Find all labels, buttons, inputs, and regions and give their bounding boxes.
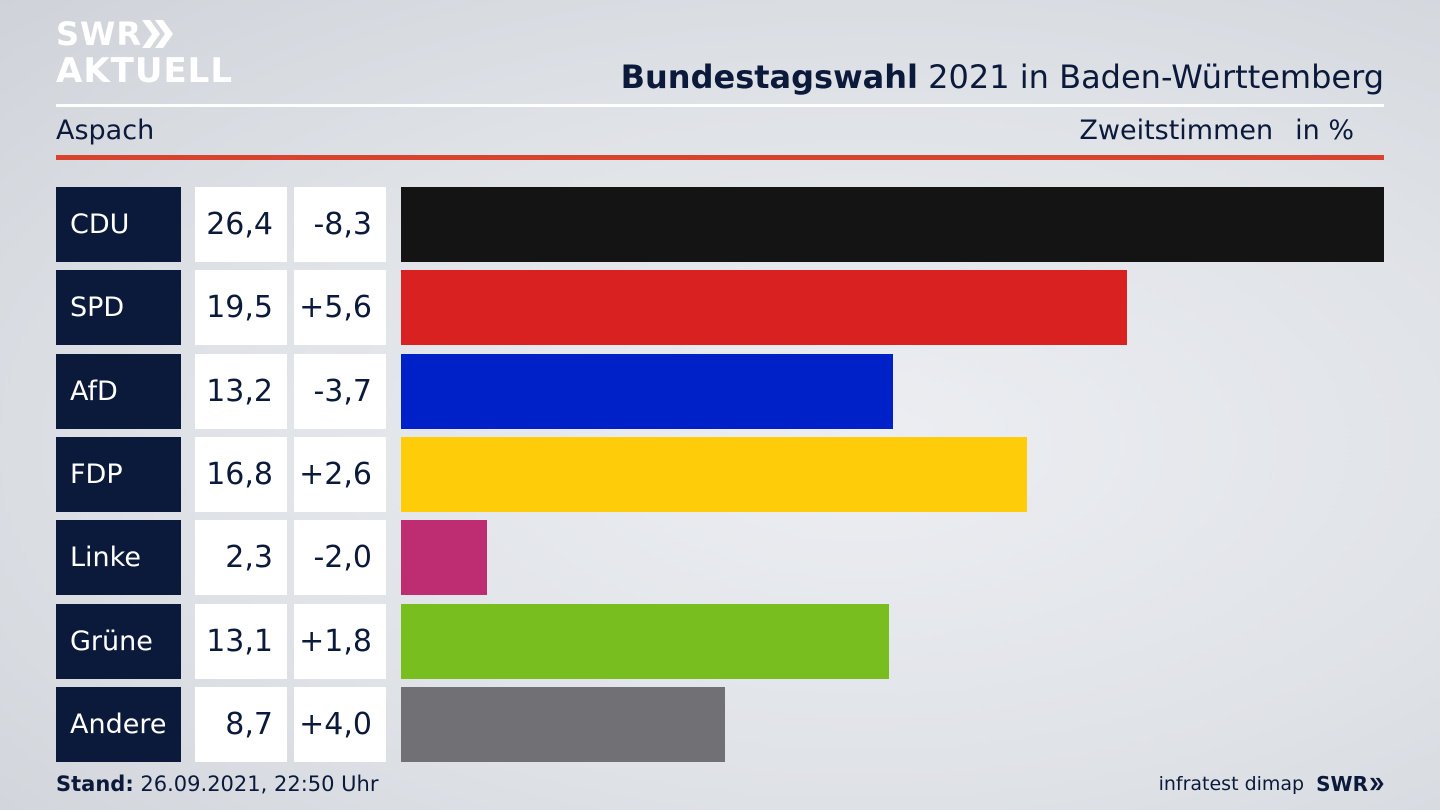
chart-title: Bundestagswahl 2021 in Baden-Württemberg — [621, 58, 1384, 96]
title-bold: Bundestagswahl — [620, 58, 918, 96]
swr-aktuell-logo: SWR AKTUELL — [56, 15, 234, 92]
vote-change-value: -8,3 — [294, 187, 386, 262]
vote-change-value: +2,6 — [294, 436, 386, 512]
vote-share-bar — [401, 520, 487, 596]
vote-share-value: 19,5 — [195, 270, 287, 346]
vote-share-value: 8,7 — [195, 686, 287, 762]
measure-label: Zweitstimmen in % — [1079, 115, 1354, 146]
double-chevron-icon — [1370, 777, 1384, 791]
vote-change-value: +1,8 — [294, 603, 386, 679]
vote-change-value: +5,6 — [294, 270, 386, 346]
vote-change-value: +4,0 — [294, 686, 386, 762]
party-label: Andere — [56, 686, 181, 762]
party-label: CDU — [56, 187, 181, 262]
result-row: CDU 26,4 -8,3 — [56, 187, 1384, 262]
logo-line-1: SWR — [56, 15, 142, 53]
vote-share-value: 13,2 — [195, 353, 287, 429]
stand-value: 26.09.2021, 22:50 Uhr — [133, 772, 379, 796]
party-label: Linke — [56, 520, 181, 596]
accent-divider — [56, 155, 1384, 160]
result-row: Linke 2,3 -2,0 — [56, 520, 1384, 596]
vote-share-bar — [401, 686, 725, 762]
logo-line-2: AKTUELL — [56, 51, 234, 91]
result-row: FDP 16,8 +2,6 — [56, 436, 1384, 512]
vote-share-bar — [401, 436, 1027, 512]
header-divider — [56, 104, 1384, 107]
result-row: AfD 13,2 -3,7 — [56, 353, 1384, 429]
timestamp: Stand: 26.09.2021, 22:50 Uhr — [56, 772, 379, 796]
stand-label: Stand: — [56, 772, 134, 796]
result-row: SPD 19,5 +5,6 — [56, 270, 1384, 346]
vote-share-value: 13,1 — [195, 603, 287, 679]
vote-share-value: 16,8 — [195, 436, 287, 512]
vote-share-value: 2,3 — [195, 520, 287, 596]
measure-text: Zweitstimmen — [1079, 115, 1274, 146]
vote-share-bar — [401, 603, 889, 679]
vote-change-value: -3,7 — [294, 353, 386, 429]
party-label: FDP — [56, 436, 181, 512]
footer-source: infratest dimap SWR — [1159, 772, 1384, 796]
party-label: AfD — [56, 353, 181, 429]
double-chevron-icon — [142, 20, 173, 48]
vote-change-value: -2,0 — [294, 520, 386, 596]
result-row: Grüne 13,1 +1,8 — [56, 603, 1384, 679]
footer-brand: SWR — [1316, 772, 1368, 796]
vote-share-bar — [401, 270, 1128, 346]
title-rest: 2021 in Baden-Württemberg — [917, 58, 1384, 96]
vote-share-bar — [401, 353, 893, 429]
vote-share-bar — [401, 187, 1384, 262]
vote-share-value: 26,4 — [195, 187, 287, 262]
party-label: Grüne — [56, 603, 181, 679]
region-label: Aspach — [56, 115, 155, 146]
party-label: SPD — [56, 270, 181, 346]
source-label: infratest dimap — [1158, 773, 1305, 795]
unit-text: in % — [1295, 115, 1354, 146]
result-row: Andere 8,7 +4,0 — [56, 686, 1384, 762]
